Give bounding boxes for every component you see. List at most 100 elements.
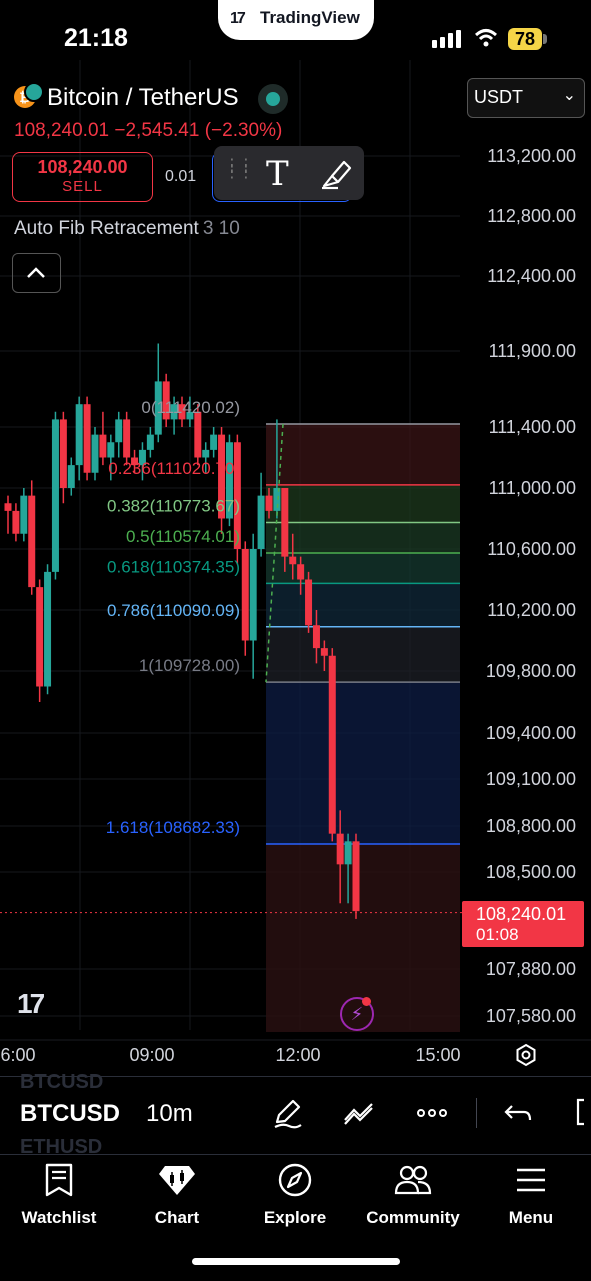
candle-body xyxy=(218,434,226,519)
candle-body xyxy=(336,833,344,865)
price-axis-label: 109,800.00 xyxy=(486,661,576,681)
time-axis-label: 09:00 xyxy=(129,1045,174,1065)
collapse-legend-button[interactable] xyxy=(12,253,61,293)
symbol-next[interactable]: ETHUSD xyxy=(20,1136,103,1158)
candle-body xyxy=(154,381,162,435)
price-axis-label: 107,580.00 xyxy=(486,1006,576,1026)
line-tools-icon[interactable] xyxy=(342,1096,376,1130)
candle-body xyxy=(352,841,360,912)
tab-chart-label: Chart xyxy=(154,1208,200,1227)
more-icon[interactable] xyxy=(415,1096,449,1130)
community-icon xyxy=(394,1165,432,1195)
fib-zone xyxy=(266,583,460,627)
candle-body xyxy=(241,549,249,641)
fib-label: 0.5(110574.01) xyxy=(126,527,240,546)
price-axis-label: 110,200.00 xyxy=(487,600,576,620)
fib-label: 1(109728.00) xyxy=(139,656,240,675)
price-chart[interactable]: 0(111420.02) 0.236(111020.70) 0.382(110773… xyxy=(0,60,591,1140)
candle-body xyxy=(75,404,83,466)
chevron-down-icon: ⌄ xyxy=(562,87,576,104)
indicator-name: Auto Fib Retracement xyxy=(14,218,199,239)
candle-body xyxy=(123,419,131,458)
tab-watchlist-label: Watchlist xyxy=(21,1208,97,1227)
tether-icon xyxy=(24,82,44,102)
candle-body xyxy=(131,457,139,466)
symbol-title[interactable]: Bitcoin / TetherUS xyxy=(47,84,239,111)
candle-body xyxy=(59,419,67,488)
candle-body xyxy=(202,449,210,458)
interval-button[interactable]: 10m xyxy=(146,1100,193,1127)
candle-body xyxy=(289,556,297,565)
symbol-prev[interactable]: BTCUSD xyxy=(20,1071,104,1093)
chart-icon xyxy=(159,1166,195,1195)
chart-toolbar xyxy=(0,1076,591,1155)
last-price-label: 108,240.01 01:08 xyxy=(462,901,584,947)
tradingview-pill[interactable]: 17 TradingView xyxy=(218,0,374,40)
tab-chart[interactable]: Chart xyxy=(118,1162,236,1228)
battery-level: 78 xyxy=(508,28,542,50)
tab-menu[interactable]: Menu xyxy=(472,1162,590,1228)
tab-explore[interactable]: Explore xyxy=(236,1162,354,1228)
undo-icon[interactable] xyxy=(502,1096,536,1130)
fib-zone xyxy=(266,484,460,523)
candle-body xyxy=(36,587,44,687)
price-axis-label: 113,200.00 xyxy=(487,146,576,166)
currency-select[interactable]: USDT ⌄ xyxy=(467,78,585,118)
draw-pencil-icon[interactable] xyxy=(271,1096,305,1130)
candle-body xyxy=(233,442,241,549)
drag-handle-icon[interactable]: ⋮⋮ ⋮⋮ xyxy=(224,157,254,181)
fib-zone xyxy=(266,522,460,553)
price-axis-label: 111,000.00 xyxy=(489,478,576,498)
fib-label: 0.618(110374.35) xyxy=(107,557,240,576)
price-axis-label: 112,800.00 xyxy=(487,206,576,226)
spread-value: 0.01 xyxy=(165,168,197,185)
flash-icon[interactable]: ⚡ xyxy=(340,997,374,1031)
indicator-params: 3 10 xyxy=(202,218,240,239)
candle-body xyxy=(138,449,146,466)
home-indicator[interactable] xyxy=(192,1258,400,1265)
candle-body xyxy=(83,404,91,473)
brush-tool-icon[interactable] xyxy=(318,158,354,190)
fullscreen-icon[interactable] xyxy=(570,1096,591,1130)
tradingview-logo-icon: 17 xyxy=(230,10,246,27)
tab-community[interactable]: Community xyxy=(354,1162,472,1228)
price-axis-label: 110,600.00 xyxy=(487,539,576,559)
market-open-icon xyxy=(258,84,288,114)
candle-body xyxy=(91,434,99,473)
chart-settings-icon[interactable] xyxy=(514,1043,538,1067)
price-axis-label: 111,400.00 xyxy=(489,417,576,437)
time-axis-label: 6:00 xyxy=(0,1045,35,1065)
candle-body xyxy=(99,434,107,458)
fib-label: 0(111420.02) xyxy=(141,398,240,417)
wifi-icon xyxy=(475,29,497,47)
text-tool-icon[interactable]: T xyxy=(266,154,289,194)
sell-label: SELL xyxy=(62,178,103,195)
fib-trend-line xyxy=(265,423,284,683)
candle-body xyxy=(115,419,123,443)
candle-body xyxy=(320,648,328,656)
fib-label: 0.236(111020.70) xyxy=(108,459,240,478)
candle-body xyxy=(12,510,20,534)
candle-body xyxy=(20,495,28,534)
candle-body xyxy=(186,411,194,420)
fib-zone xyxy=(266,626,460,683)
indicator-legend[interactable]: Auto Fib Retracement 3 10 xyxy=(14,218,240,240)
price-axis-label: 108,800.00 xyxy=(486,816,576,836)
tab-explore-label: Explore xyxy=(263,1208,327,1227)
sell-button[interactable]: 108,240.00 SELL xyxy=(12,152,153,202)
fib-label: 0.786(110090.09) xyxy=(107,601,240,620)
notification-dot xyxy=(362,997,371,1006)
sell-price: 108,240.00 xyxy=(37,157,128,177)
candle-body xyxy=(107,442,115,458)
cellular-signal-icon xyxy=(432,30,461,48)
symbol-current[interactable]: BTCUSD xyxy=(20,1100,120,1127)
candle-body xyxy=(178,404,186,420)
fib-label: 0.382(110773.67) xyxy=(107,497,240,516)
candle-body xyxy=(170,404,178,420)
candle-body xyxy=(67,465,75,488)
tab-watchlist[interactable]: Watchlist xyxy=(0,1162,118,1228)
candle-body xyxy=(265,495,273,511)
chevron-up-icon xyxy=(27,267,45,278)
candle-body xyxy=(273,488,281,511)
candle-body xyxy=(44,571,52,687)
